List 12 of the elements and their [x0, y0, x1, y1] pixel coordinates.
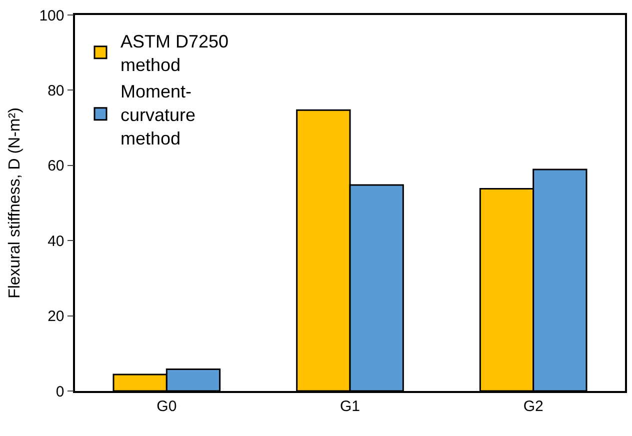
y-tick-label: 0 — [56, 383, 64, 400]
x-tick-label: G1 — [340, 398, 360, 415]
y-tick-label: 40 — [48, 232, 64, 250]
y-tick-label: 60 — [48, 158, 64, 175]
x-tick-label: G0 — [156, 398, 177, 415]
y-tick-label: 80 — [48, 82, 64, 100]
legend-label: Moment-curvature method — [120, 82, 196, 148]
x-tick-label: G2 — [523, 398, 544, 415]
y-axis-title: Flexural stiffness, D (N-m²) — [6, 108, 24, 298]
y-tick-label: 100 — [39, 7, 64, 24]
legend-label: ASTM D7250 method — [120, 32, 229, 76]
y-tick-label: 20 — [48, 308, 64, 326]
